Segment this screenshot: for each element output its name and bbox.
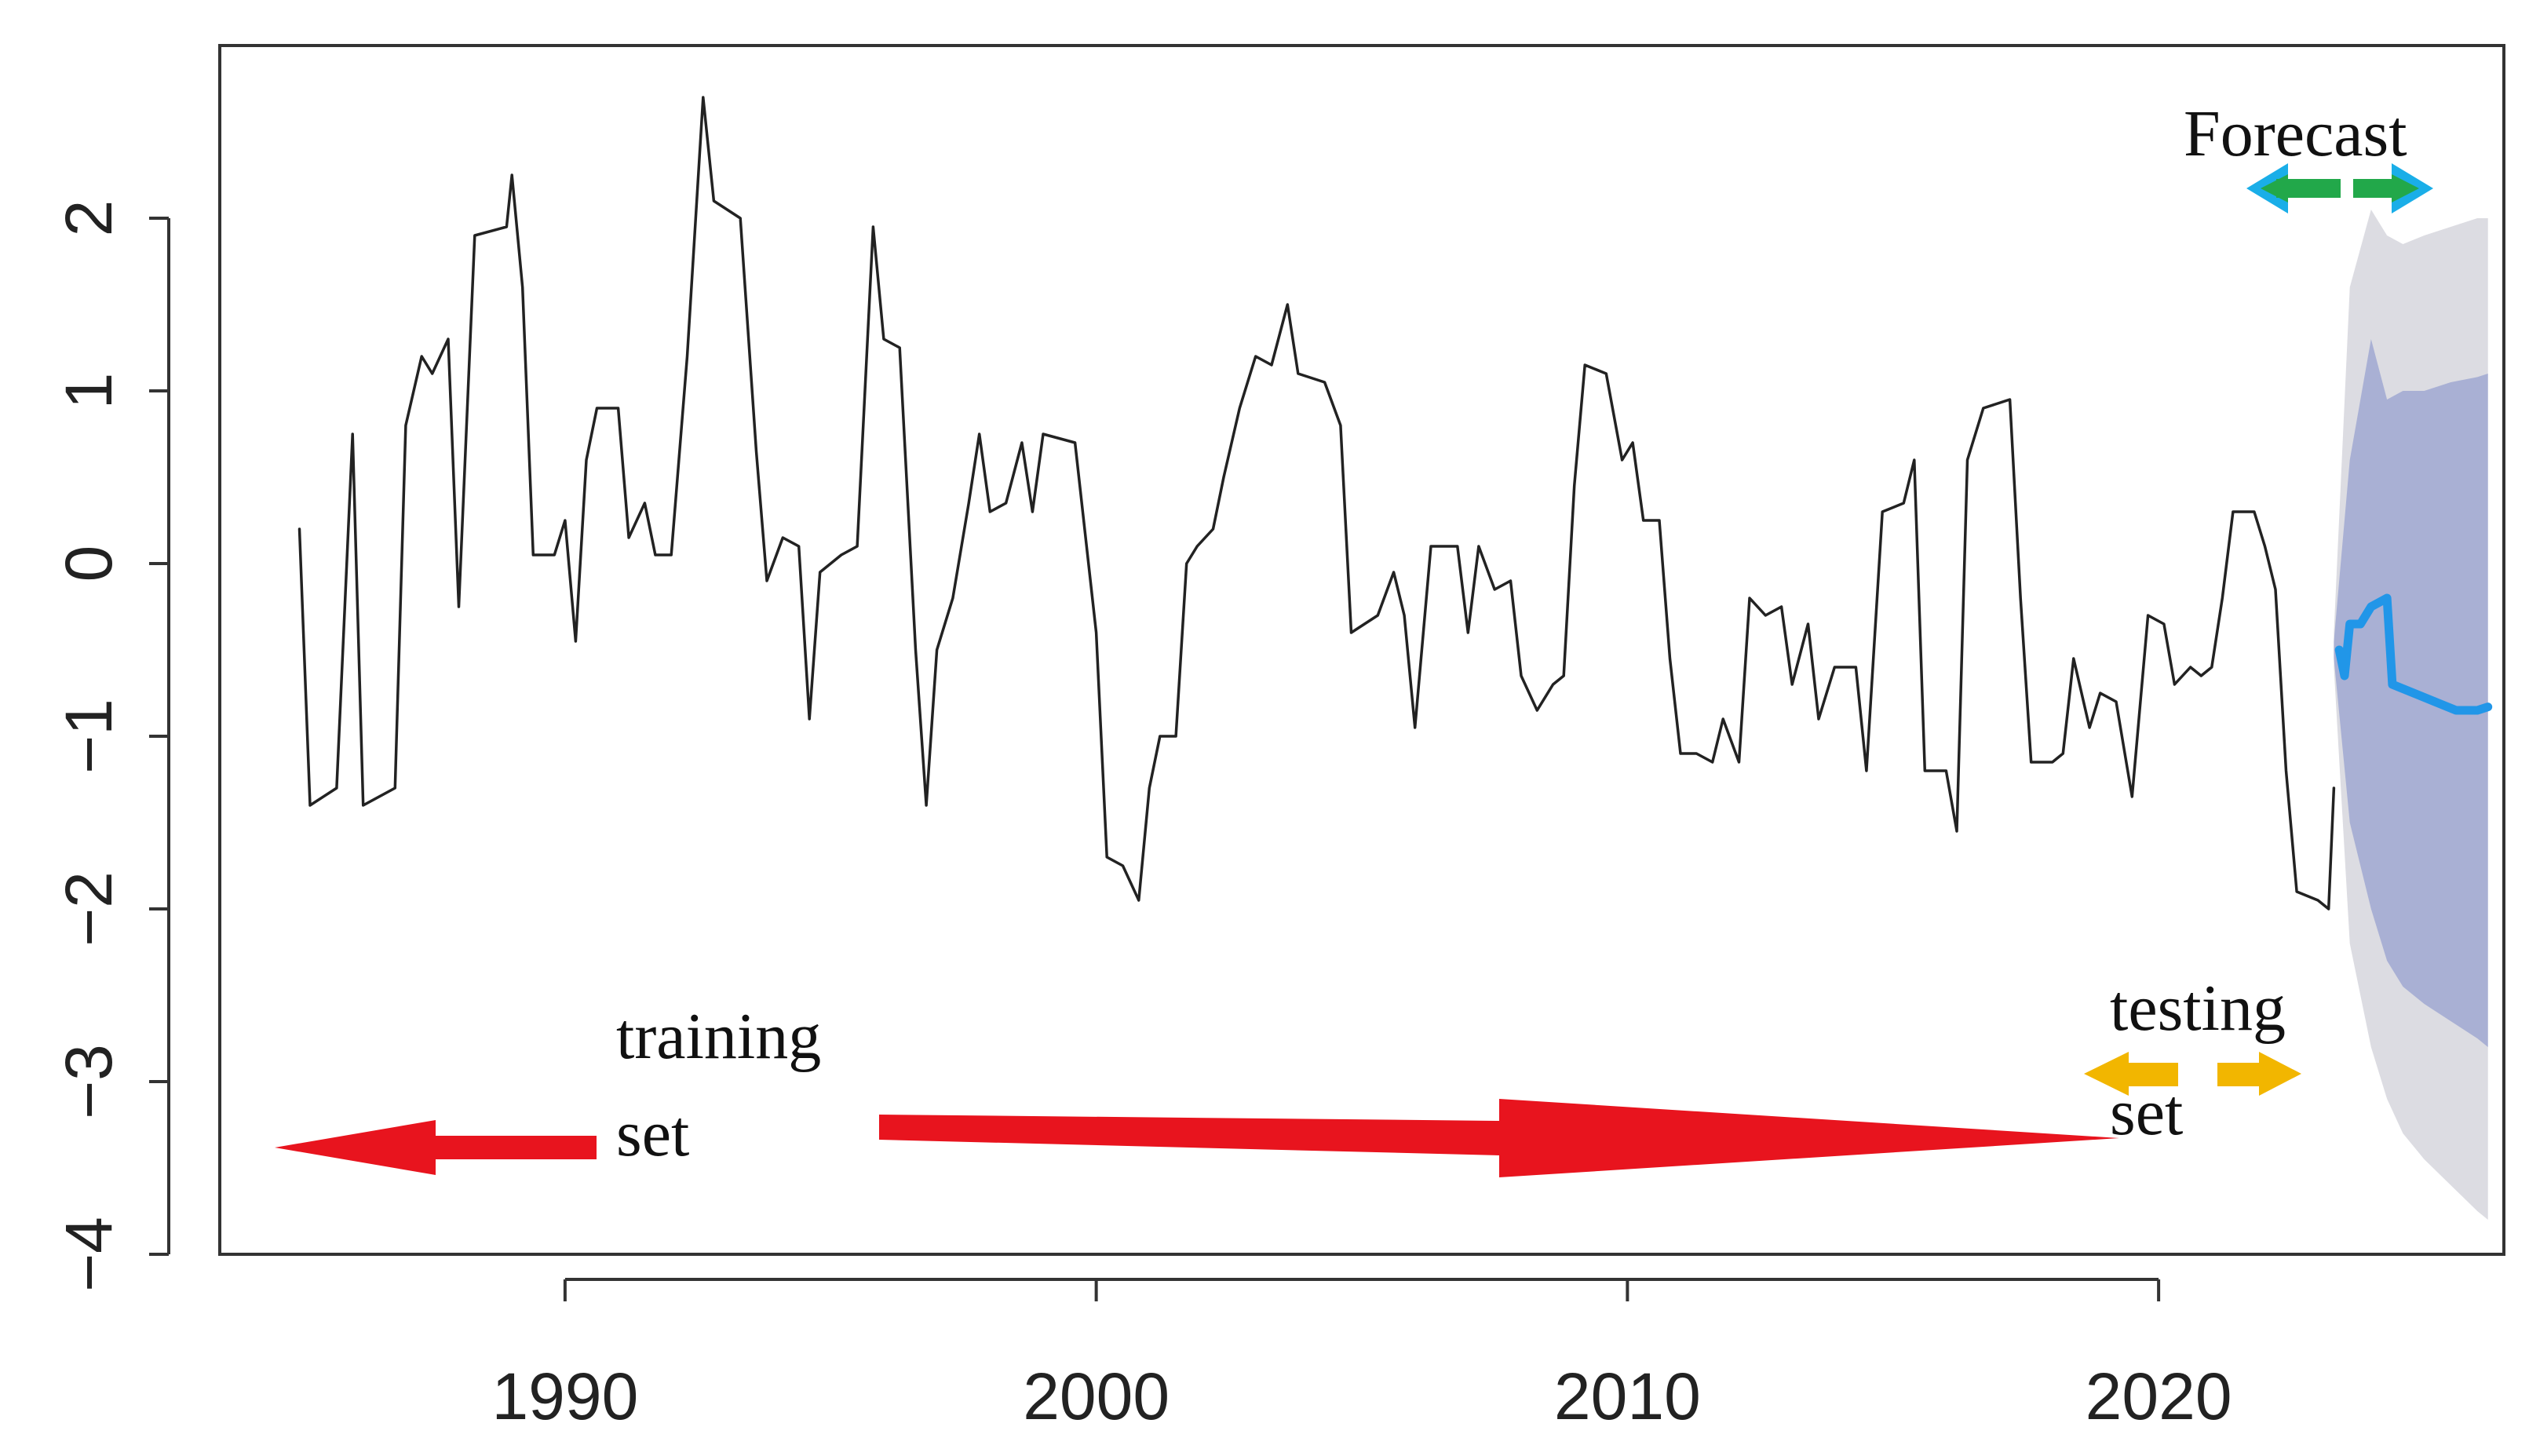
y-tick-label: 0: [52, 546, 126, 582]
y-tick-label: 1: [52, 373, 126, 410]
series-lines: [297, 96, 2493, 910]
y-tick-label: −2: [52, 871, 126, 947]
plot-frame: [218, 44, 2505, 1256]
testing-label-line1: testing: [2110, 972, 2286, 1045]
training-set-arrows: [275, 1099, 2119, 1177]
testing-arrow-right: [2217, 1052, 2301, 1096]
training-arrow-left: [275, 1120, 597, 1175]
testing-arrow-left: [2084, 1052, 2178, 1096]
y-tick-label: −1: [52, 699, 126, 774]
training-label-line2: set: [616, 1097, 689, 1170]
training-arrow-right: [879, 1099, 2119, 1177]
forecast-label: Forecast: [2184, 97, 2407, 170]
y-tick-label: −4: [52, 1217, 126, 1292]
forecast-arrow-left-inner: [2261, 174, 2288, 203]
x-tick-label: 1990: [491, 1359, 638, 1433]
axes: −4 −3 −2 −1 0 1 2 1990 2000 2010 2020: [52, 200, 2232, 1433]
forecast-arrows: [2246, 163, 2433, 213]
y-tick-label: 2: [52, 200, 126, 237]
testing-label-line2: set: [2110, 1076, 2183, 1149]
x-tick-label: 2000: [1023, 1359, 1170, 1433]
training-label-line1: training: [616, 1000, 821, 1073]
forecast-series-line: [2334, 593, 2493, 715]
x-tick-label: 2010: [1554, 1359, 1701, 1433]
testing-set-arrows: [2084, 1052, 2301, 1096]
annotations: training set testing set Forecast: [275, 97, 2433, 1177]
x-tick-label: 2020: [2086, 1359, 2232, 1433]
y-tick-label: −3: [52, 1044, 126, 1119]
observed-series-line: [297, 96, 2336, 910]
forecast-arrow-right-inner: [2392, 174, 2419, 203]
